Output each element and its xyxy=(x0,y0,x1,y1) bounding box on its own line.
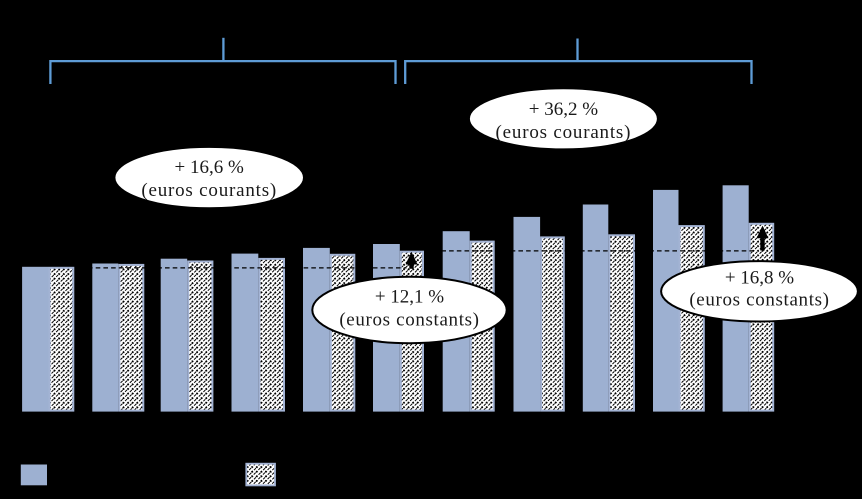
svg-text:+ 16,6 %: + 16,6 % xyxy=(175,157,244,178)
svg-text:+ 12,1 %: + 12,1 % xyxy=(375,287,444,308)
svg-text:+ 36,2 %: + 36,2 % xyxy=(529,99,598,120)
svg-text:(euros courants): (euros courants) xyxy=(496,122,632,143)
svg-text:+ 16,8 %: + 16,8 % xyxy=(725,267,794,288)
svg-text:(euros constants): (euros constants) xyxy=(689,289,829,310)
svg-text:(euros constants): (euros constants) xyxy=(339,309,479,330)
svg-text:(euros courants): (euros courants) xyxy=(141,180,277,201)
